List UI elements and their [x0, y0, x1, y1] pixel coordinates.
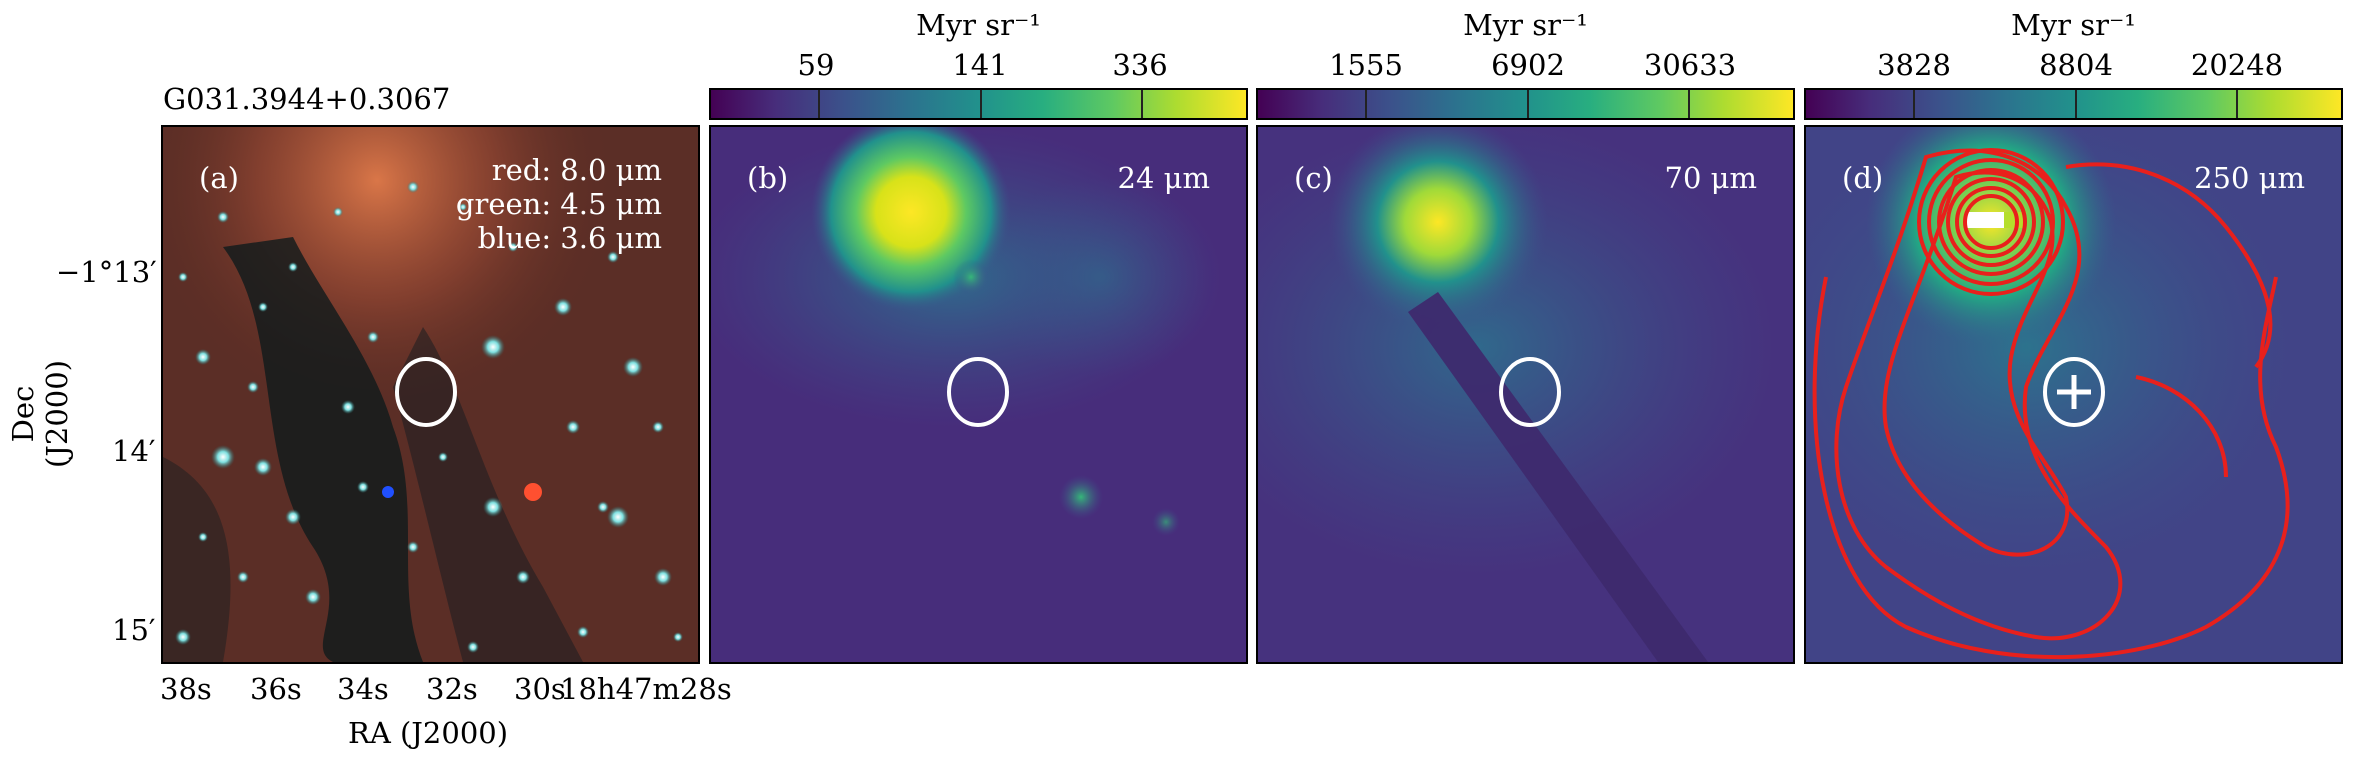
wavelength-label: 250 μm [2194, 161, 2305, 195]
panel-c-70um-image: (c) 70 μm [1256, 125, 1795, 664]
colorbar-tick-label: 59 [797, 48, 835, 82]
panel-d-250um-image: (d) 250 μm [1804, 125, 2343, 664]
dec-tick-label: 14′ [112, 434, 156, 468]
colorbar-tick-label: 336 [1112, 48, 1168, 82]
x-axis-label: RA (J2000) [348, 716, 509, 750]
panel-label: (a) [199, 161, 239, 195]
dec-tick-label: 15′ [112, 613, 156, 647]
y-axis-label: Dec (J2000) [6, 359, 74, 469]
colorbar-unit: Myr sr⁻¹ [1463, 8, 1588, 42]
rgb-channel-red: red: 8.0 μm [491, 153, 662, 187]
ra-tick-label: 30s [514, 672, 566, 706]
rgb-channel-blue: blue: 3.6 μm [477, 221, 662, 255]
colorbar-24um [709, 88, 1248, 120]
panel-a-rgb-image: (a) red: 8.0 μm green: 4.5 μm blue: 3.6 … [161, 125, 700, 664]
panel-label: (d) [1842, 161, 1884, 195]
dec-tick-label: −1°13′ [56, 255, 157, 289]
colorbar-250um [1804, 88, 2343, 120]
ra-tick-label: 38s [160, 672, 212, 706]
panel-label: (b) [747, 161, 789, 195]
colorbar-tick-label: 3828 [1877, 48, 1951, 82]
colorbar-tick-label: 6902 [1491, 48, 1565, 82]
ra-tick-label: 32s [426, 672, 478, 706]
panel-label: (c) [1294, 161, 1333, 195]
panel-b-24um-image: (b) 24 μm [709, 125, 1248, 664]
colorbar-tick-label: 141 [952, 48, 1008, 82]
colorbar-tick-label: 8804 [2039, 48, 2113, 82]
colorbar-70um [1256, 88, 1795, 120]
ra-tick-label: 34s [337, 672, 389, 706]
rgb-channel-green: green: 4.5 μm [455, 187, 662, 221]
colorbar-unit: Myr sr⁻¹ [2011, 8, 2136, 42]
ra-tick-label: 18h47m28s [560, 672, 732, 706]
wavelength-label: 24 μm [1117, 161, 1210, 195]
colorbar-tick-label: 20248 [2190, 48, 2284, 82]
wavelength-label: 70 μm [1664, 161, 1757, 195]
colorbar-tick-label: 1555 [1329, 48, 1403, 82]
source-name: G031.3944+0.3067 [163, 82, 451, 116]
colorbar-tick-label: 30633 [1643, 48, 1737, 82]
colorbar-unit: Myr sr⁻¹ [916, 8, 1041, 42]
ra-tick-label: 36s [250, 672, 302, 706]
